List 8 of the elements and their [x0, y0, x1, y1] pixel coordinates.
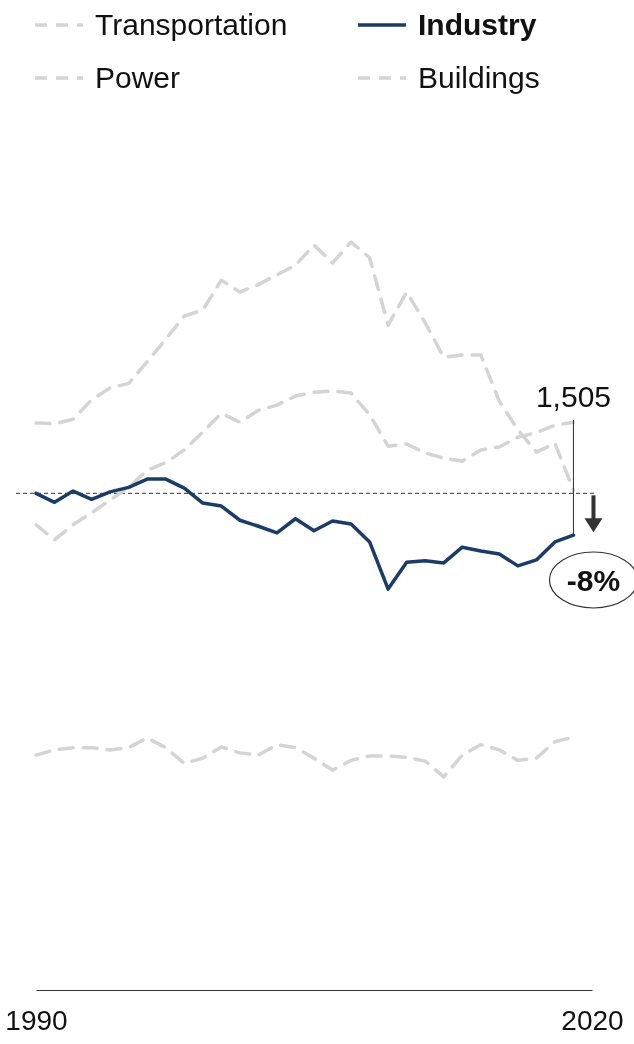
x-tick-label: 2020 [561, 1004, 624, 1036]
legend-label: Power [95, 61, 181, 94]
legend-label: Industry [418, 8, 537, 41]
annotation: -8% [566, 564, 621, 597]
annotation: 1,505 [535, 380, 612, 413]
x-tick-label: 1990 [5, 1004, 68, 1036]
legend-label: Buildings [418, 61, 540, 94]
legend-label: Transportation [95, 8, 288, 41]
